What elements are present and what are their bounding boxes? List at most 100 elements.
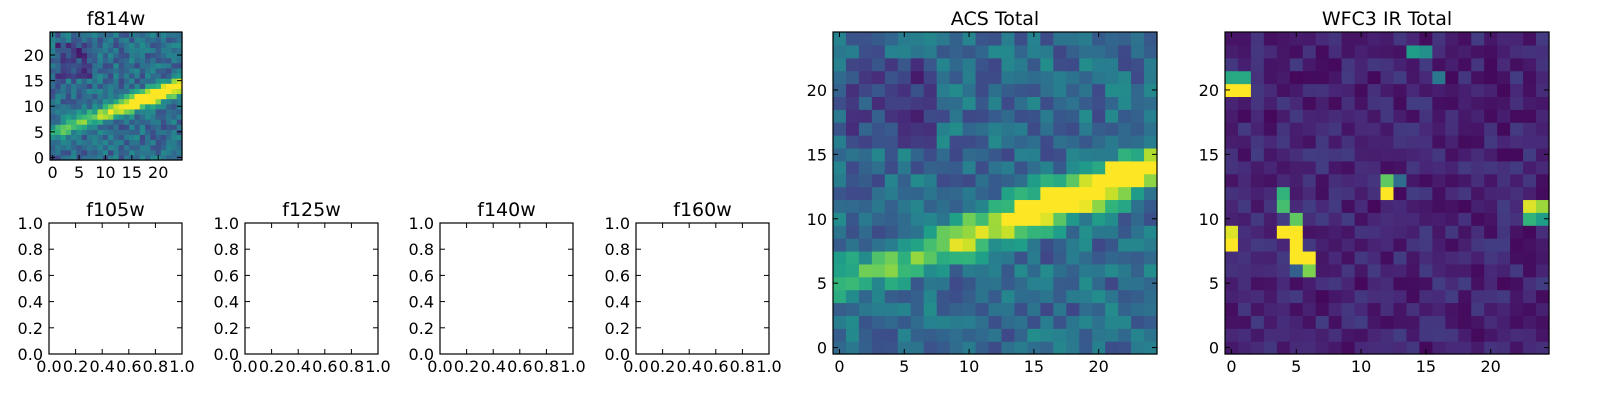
heatmap-cell [1250,341,1265,355]
heatmap-cell [102,98,109,105]
heatmap-cell [160,154,167,161]
heatmap-cell [962,57,977,72]
heatmap-cell [1315,109,1330,123]
heatmap-cell [1302,96,1317,110]
heatmap-cell [171,108,178,115]
heatmap-cell [1250,83,1265,97]
heatmap-cell [910,315,925,329]
heatmap-cell [1053,276,1067,291]
heatmap-cell [833,122,847,136]
heatmap-cell [949,238,964,252]
heatmap-cell [1131,57,1145,72]
heatmap-cell [1144,173,1158,188]
heatmap-cell [1393,44,1408,59]
heatmap-cell [60,144,67,151]
heatmap-cell [1471,122,1485,136]
heatmap-cell [1027,315,1041,329]
heatmap-cell [1523,44,1537,59]
heatmap-cell [1497,96,1511,110]
heatmap-cell [1484,173,1498,188]
heatmap-cell [936,83,951,97]
axes-frame [1224,31,1550,355]
heatmap-cell [1510,96,1524,110]
heatmap-cell [884,83,899,97]
heatmap-cell [1354,44,1369,59]
heatmap-cell [55,108,62,115]
heatmap-cell [55,83,62,89]
heatmap-cell [1393,250,1408,265]
heatmap-cell [129,72,136,79]
heatmap-cell [962,186,977,201]
heatmap-cell [50,93,56,100]
heatmap-cell [923,341,938,355]
heatmap-cell [1432,186,1446,201]
heatmap-cell [1237,83,1252,97]
heatmap-cell [1536,70,1550,85]
heatmap-cell [1484,250,1498,265]
heatmap-cell [858,147,873,162]
heatmap-cell [936,173,951,188]
heatmap-cell [134,113,141,120]
heatmap-cell [86,113,93,120]
heatmap-cell [1131,225,1145,239]
heatmap-cell [1027,57,1041,72]
heatmap-cell [1289,109,1304,123]
heatmap-cell [1014,173,1028,188]
heatmap-cell [55,32,62,38]
heatmap-cell [97,57,104,64]
heatmap-cell [897,225,912,239]
heatmap-cell [1092,238,1106,252]
heatmap-cell [71,119,77,125]
heatmap-cell [1315,122,1330,136]
heatmap-cell [910,341,925,355]
heatmap-cell [1302,250,1317,265]
heatmap-cell [1484,96,1498,110]
heatmap-cell [129,93,136,100]
heatmap-cell [833,238,847,252]
heatmap-cell [833,315,847,329]
heatmap-cell [1328,263,1343,278]
heatmap-cell [171,37,178,43]
heatmap-cell [871,173,886,188]
heatmap-cell [1380,96,1395,110]
heatmap-cell [76,42,83,48]
heatmap-cell [1432,32,1446,46]
y-tick-label: 0.4 [605,293,630,312]
heatmap-cell [1001,302,1016,316]
heatmap-cell [1406,70,1420,85]
panel-title: f105w [86,199,145,221]
heatmap-cell [97,52,104,59]
heatmap-cell [1536,238,1550,252]
heatmap-cell [923,212,938,226]
heatmap-cell [1144,44,1158,59]
heatmap-cell [884,328,899,342]
heatmap-cell [1040,199,1054,213]
heatmap-cell [134,154,141,161]
heatmap-cell [1040,32,1054,46]
heatmap-cell [1341,186,1356,201]
heatmap-cell [1053,109,1067,123]
heatmap-cell [166,57,173,64]
heatmap-cell [113,103,120,110]
heatmap-cell [1380,238,1395,252]
heatmap-cell [108,154,114,161]
heatmap-cell [1380,147,1395,162]
x-tick-label: 20 [148,163,168,182]
heatmap-cell [155,144,162,151]
heatmap-cell [833,83,847,97]
heatmap-cell [1497,328,1511,342]
heatmap-cell [1328,186,1343,201]
heatmap-cell [166,72,173,79]
heatmap-cell [1105,315,1119,329]
heatmap-cell [1001,83,1016,97]
heatmap-cell [1328,238,1343,252]
y-tick-label: 5 [34,123,44,142]
heatmap-cell [949,83,964,97]
heatmap-cell [884,199,899,213]
heatmap-cell [1263,44,1278,59]
heatmap-cell [145,32,151,38]
heatmap-cell [845,160,860,175]
heatmap-cell [949,160,964,175]
heatmap-cell [1484,302,1498,316]
heatmap-cell [1302,225,1317,239]
